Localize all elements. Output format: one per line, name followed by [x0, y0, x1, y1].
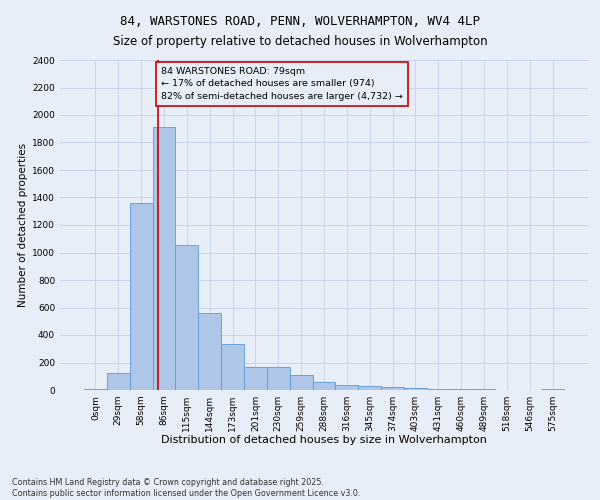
Bar	[313, 382, 335, 390]
Bar	[152, 128, 175, 390]
Bar	[107, 373, 130, 390]
Bar	[358, 386, 381, 390]
Bar	[221, 344, 244, 390]
Bar	[290, 375, 313, 390]
Bar	[541, 388, 564, 390]
Bar	[130, 203, 152, 390]
Bar	[404, 388, 427, 390]
Text: Contains HM Land Registry data © Crown copyright and database right 2025.
Contai: Contains HM Land Registry data © Crown c…	[12, 478, 361, 498]
Bar	[381, 386, 404, 390]
X-axis label: Distribution of detached houses by size in Wolverhampton: Distribution of detached houses by size …	[161, 436, 487, 446]
Bar	[198, 313, 221, 390]
Y-axis label: Number of detached properties: Number of detached properties	[18, 143, 28, 307]
Text: Size of property relative to detached houses in Wolverhampton: Size of property relative to detached ho…	[113, 35, 487, 48]
Bar	[175, 245, 198, 390]
Bar	[335, 385, 358, 390]
Bar	[427, 388, 450, 390]
Bar	[84, 388, 107, 390]
Bar	[267, 368, 290, 390]
Text: 84, WARSTONES ROAD, PENN, WOLVERHAMPTON, WV4 4LP: 84, WARSTONES ROAD, PENN, WOLVERHAMPTON,…	[120, 15, 480, 28]
Bar	[244, 366, 267, 390]
Text: 84 WARSTONES ROAD: 79sqm
← 17% of detached houses are smaller (974)
82% of semi-: 84 WARSTONES ROAD: 79sqm ← 17% of detach…	[161, 67, 403, 101]
